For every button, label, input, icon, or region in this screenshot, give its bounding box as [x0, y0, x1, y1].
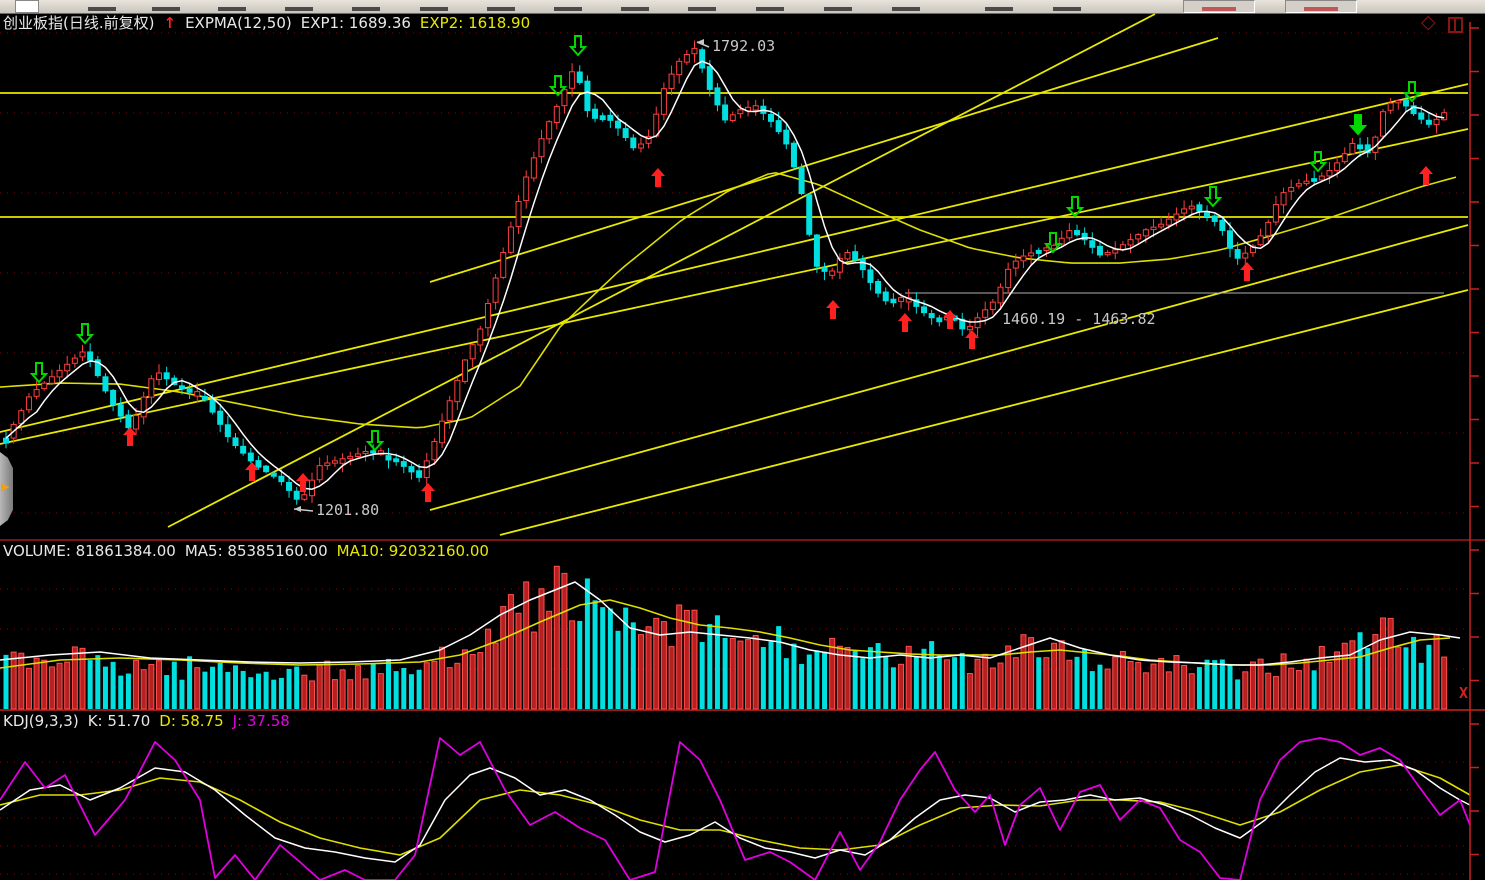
volume-ma5-value: MA5: 85385160.00: [184, 542, 328, 560]
quote-box: [1285, 0, 1357, 13]
menu-item-fragment[interactable]: [892, 7, 920, 11]
exp1-value: EXP1: 1689.36: [300, 14, 411, 32]
menu-item-fragment[interactable]: [756, 7, 784, 11]
menu-item-fragment[interactable]: [985, 7, 1013, 11]
kdj-d-value: D: 58.75: [159, 712, 224, 730]
exp2-value: EXP2: 1618.90: [419, 14, 531, 32]
menu-item-fragment[interactable]: [621, 7, 649, 11]
menu-item-fragment[interactable]: [487, 7, 515, 11]
volume-ma10-value: MA10: 92032160.00: [336, 542, 489, 560]
kdj-name: KDJ(9,3,3): [3, 712, 79, 730]
menu-item-fragment[interactable]: [824, 7, 852, 11]
menu-item-fragment[interactable]: [152, 7, 180, 11]
up-arrow-icon: ↑: [163, 14, 177, 32]
volume-value: VOLUME: 81861384.00: [3, 542, 176, 560]
quote-value-fragment: [1304, 7, 1338, 11]
menu-item-fragment[interactable]: [688, 7, 716, 11]
menu-item-fragment[interactable]: [218, 7, 246, 11]
chart-canvas[interactable]: [0, 13, 1485, 880]
price-annotation: 1201.80: [316, 501, 380, 519]
price-annotation: 1792.03: [712, 37, 776, 55]
kdj-k-value: K: 51.70: [87, 712, 151, 730]
expand-arrow-icon: ▶: [1, 480, 10, 493]
menu-item-fragment[interactable]: [285, 7, 313, 11]
maximize-icon[interactable]: [1448, 17, 1463, 33]
price-annotation: 1460.19 - 1463.82: [1002, 310, 1156, 328]
symbol-title: 创业板指(日线.前复权): [3, 14, 155, 32]
diamond-tool-icon[interactable]: ◇: [1421, 11, 1436, 33]
menu-bar[interactable]: [0, 0, 1485, 14]
close-x-icon[interactable]: X: [1459, 684, 1469, 702]
menu-item-fragment[interactable]: [88, 7, 116, 11]
menu-item-fragment[interactable]: [1053, 7, 1081, 11]
quote-value-fragment: [1202, 7, 1236, 11]
kdj-pane-header: KDJ(9,3,3) K: 51.70 D: 58.75 J: 37.58: [3, 713, 290, 730]
kdj-j-value: J: 37.58: [232, 712, 290, 730]
indicator-name: EXPMA(12,50): [185, 14, 292, 32]
menu-item-fragment[interactable]: [554, 7, 582, 11]
menu-item-fragment[interactable]: [420, 7, 448, 11]
quote-box: [1183, 0, 1255, 13]
toolbar-button[interactable]: [15, 0, 39, 13]
sidebar-expand-tab[interactable]: ▶: [0, 452, 13, 526]
volume-pane-header: VOLUME: 81861384.00 MA5: 85385160.00 MA1…: [3, 543, 489, 560]
price-pane-header: 创业板指(日线.前复权) ↑ EXPMA(12,50) EXP1: 1689.3…: [3, 15, 530, 32]
menu-item-fragment[interactable]: [352, 7, 380, 11]
